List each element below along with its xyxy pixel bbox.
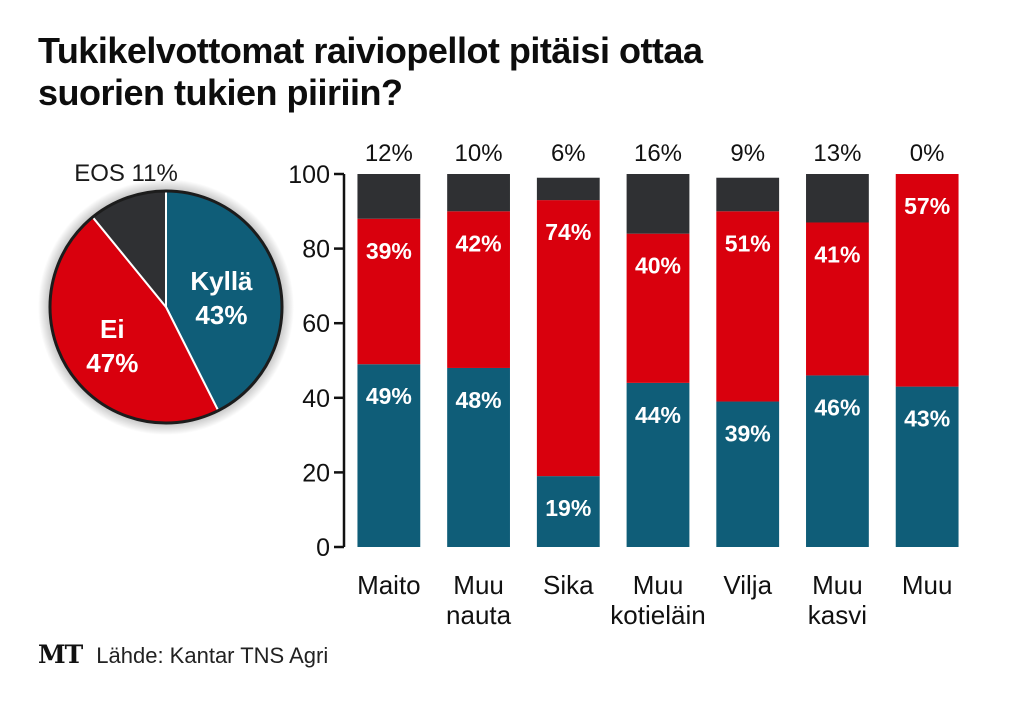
bar-label-ei: 39% [366, 238, 412, 264]
bar-segment-kylla [895, 386, 959, 547]
y-tick-label: 40 [302, 385, 330, 413]
bar-segment-ei [626, 233, 690, 383]
bar-label-ei: 42% [456, 230, 502, 256]
bar-segment-eos [357, 174, 421, 219]
bar-label-kylla: 43% [904, 406, 950, 432]
bar-label-ei: 57% [904, 193, 950, 219]
y-tick-label: 100 [288, 161, 330, 189]
bar-segment-eos [806, 174, 869, 223]
mt-logo: MT [38, 640, 83, 669]
chart-title-line-2: suorien tukien piiriin? [38, 72, 403, 113]
source-text: Lähde: Kantar TNS Agri [96, 643, 329, 668]
bar-segment-ei [357, 218, 421, 365]
bar-segment-kylla [806, 375, 869, 547]
bar-label-kylla: 44% [635, 402, 681, 428]
pie-label-ei: Ei [100, 314, 125, 344]
bar-label-eos: 16% [634, 140, 682, 167]
bar-segment-kylla [447, 367, 510, 547]
pie-chart: Kyllä 43% Ei 47% EOS 11% [38, 160, 294, 435]
y-tick-label: 60 [302, 310, 330, 338]
x-category-label: kasvi [808, 600, 867, 630]
bar-segment-ei [536, 200, 600, 477]
bar-segment-ei [806, 222, 869, 376]
bar-label-kylla: 48% [456, 387, 502, 413]
bar-label-ei: 40% [635, 253, 681, 279]
chart-title-line-1: Tukikelvottomat raiviopellot pitäisi ott… [38, 30, 703, 71]
bar-label-ei: 41% [814, 241, 860, 267]
bar-label-eos: 0% [910, 140, 945, 167]
pie-outline [48, 189, 284, 425]
bar-label-kylla: 39% [725, 421, 771, 447]
bar-label-kylla: 19% [545, 495, 591, 521]
bar-segment-kylla [357, 364, 421, 547]
x-category-label: Vilja [723, 570, 772, 600]
chart-title: Tukikelvottomat raiviopellot pitäisi ott… [38, 30, 998, 114]
bar-label-eos: 6% [551, 140, 586, 167]
bar-segment-kylla [536, 476, 600, 547]
bar-label-ei: 51% [725, 230, 771, 256]
x-category-label: Muu [633, 570, 684, 600]
source-line: MT Lähde: Kantar TNS Agri [38, 640, 328, 669]
bar-label-kylla: 46% [814, 394, 860, 420]
pie-label-eos: EOS 11% [74, 160, 178, 187]
bar-segment-eos [447, 174, 510, 212]
y-tick-label: 80 [302, 236, 330, 264]
pie-value-kyllä: 43% [195, 300, 247, 330]
bar-segment-ei [895, 174, 959, 387]
bar-segment-eos [536, 177, 600, 201]
x-category-label: nauta [446, 600, 512, 630]
x-category-label: Maito [357, 570, 421, 600]
bar-segment-kylla [716, 401, 780, 547]
bar-label-eos: 12% [365, 140, 413, 167]
bar-segment-ei [447, 211, 510, 368]
pie-value-ei: 47% [86, 348, 138, 378]
x-category-label: Sika [543, 570, 594, 600]
bar-segment-kylla [626, 382, 690, 547]
bar-label-eos: 13% [813, 140, 861, 167]
x-category-label: Muu [453, 570, 504, 600]
y-tick-label: 0 [316, 534, 330, 562]
bar-label-eos: 9% [730, 140, 765, 167]
pie-label-kyllä: Kyllä [190, 266, 253, 296]
bar-label-eos: 10% [455, 140, 503, 167]
x-category-label: Muu [902, 570, 953, 600]
x-category-label: Muu [812, 570, 863, 600]
bar-segment-eos [716, 177, 780, 212]
bar-label-kylla: 49% [366, 383, 412, 409]
bar-label-ei: 74% [545, 219, 591, 245]
bar-segment-eos [626, 174, 690, 234]
bar-segment-ei [716, 211, 780, 402]
x-category-label: kotieläin [610, 600, 705, 630]
y-tick-label: 20 [302, 459, 330, 487]
stacked-bar-chart: 02040608010049%39%12%Maito48%42%10%Muuna… [288, 140, 959, 630]
